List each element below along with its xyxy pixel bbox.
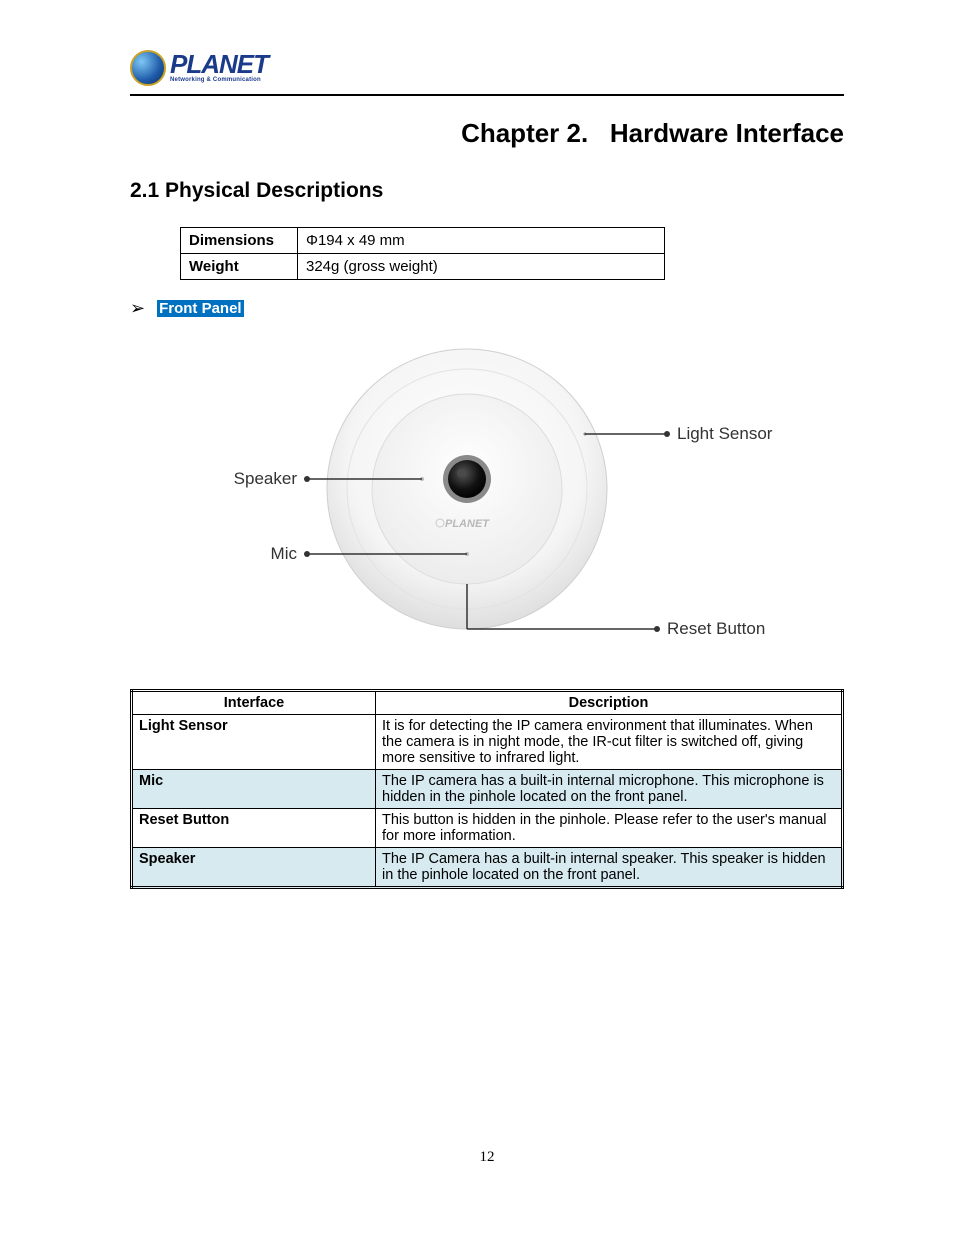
page-header: PLANET Networking & Communication — [130, 50, 844, 96]
table-row: Light SensorIt is for detecting the IP c… — [132, 715, 843, 770]
specs-table: DimensionsΦ194 x 49 mmWeight324g (gross … — [180, 227, 665, 280]
col-description: Description — [376, 691, 843, 715]
desc-cell: It is for detecting the IP camera enviro… — [376, 715, 843, 770]
chapter-title: Chapter 2. Hardware Interface — [130, 118, 844, 149]
panel-label: Front Panel — [157, 300, 244, 317]
specs-value: 324g (gross weight) — [298, 254, 665, 280]
front-panel-heading: ➢ Front Panel — [130, 298, 844, 319]
iface-cell: Mic — [132, 770, 376, 809]
speaker-label: Speaker — [234, 469, 298, 488]
description-table: Interface Description Light SensorIt is … — [130, 689, 844, 889]
page-number: 12 — [130, 1149, 844, 1166]
front-panel-diagram: PLANET Light Sensor Speaker Mic Reset Bu… — [130, 329, 844, 659]
section-number: 2.1 — [130, 179, 159, 202]
logo-tagline: Networking & Communication — [170, 77, 268, 83]
chapter-number: Chapter 2. — [461, 118, 588, 148]
globe-icon — [130, 50, 166, 86]
iface-cell: Reset Button — [132, 809, 376, 848]
desc-cell: This button is hidden in the pinhole. Pl… — [376, 809, 843, 848]
desc-cell: The IP camera has a built-in internal mi… — [376, 770, 843, 809]
specs-label: Weight — [181, 254, 298, 280]
chapter-name: Hardware Interface — [610, 118, 844, 148]
specs-label: Dimensions — [181, 228, 298, 254]
mic-label: Mic — [271, 544, 298, 563]
device-brand-label: PLANET — [445, 518, 490, 530]
iface-cell: Light Sensor — [132, 715, 376, 770]
section-name: Physical Descriptions — [165, 179, 383, 202]
arrow-icon: ➢ — [130, 298, 145, 319]
table-row: Reset ButtonThis button is hidden in the… — [132, 809, 843, 848]
brand-logo: PLANET Networking & Communication — [130, 50, 268, 86]
table-row: SpeakerThe IP Camera has a built-in inte… — [132, 848, 843, 888]
col-interface: Interface — [132, 691, 376, 715]
desc-cell: The IP Camera has a built-in internal sp… — [376, 848, 843, 888]
section-title: 2.1 Physical Descriptions — [130, 179, 844, 203]
specs-row: DimensionsΦ194 x 49 mm — [181, 228, 665, 254]
logo-name: PLANET — [170, 53, 268, 76]
specs-row: Weight324g (gross weight) — [181, 254, 665, 280]
iface-cell: Speaker — [132, 848, 376, 888]
light-sensor-label: Light Sensor — [677, 424, 773, 443]
table-row: MicThe IP camera has a built-in internal… — [132, 770, 843, 809]
specs-value: Φ194 x 49 mm — [298, 228, 665, 254]
reset-button-label: Reset Button — [667, 619, 765, 638]
